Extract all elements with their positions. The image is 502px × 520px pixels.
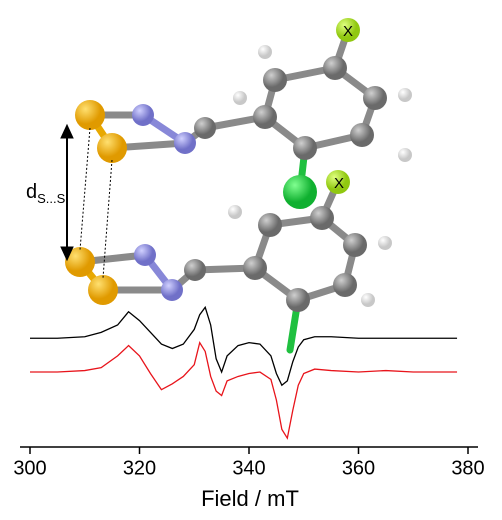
distance-marker <box>60 123 113 279</box>
molecule-atoms <box>65 18 412 312</box>
x-tick-label: 320 <box>123 457 156 479</box>
spectrum-line <box>30 340 458 440</box>
x-axis-label: Field / mT <box>201 486 299 511</box>
x-tick-label: 360 <box>342 457 375 479</box>
annotation: X <box>334 175 344 192</box>
x-tick-label: 340 <box>232 457 265 479</box>
spectrum-line <box>30 305 458 387</box>
distance-label-main: d <box>26 181 37 203</box>
distance-label-sub: S...S <box>37 191 66 206</box>
distance-label: dS...S <box>26 181 66 206</box>
x-tick-label: 300 <box>13 457 46 479</box>
annotation: X <box>343 23 353 40</box>
plot: 300 320 340 360 380 <box>13 305 485 479</box>
x-tick-label: 380 <box>451 457 484 479</box>
